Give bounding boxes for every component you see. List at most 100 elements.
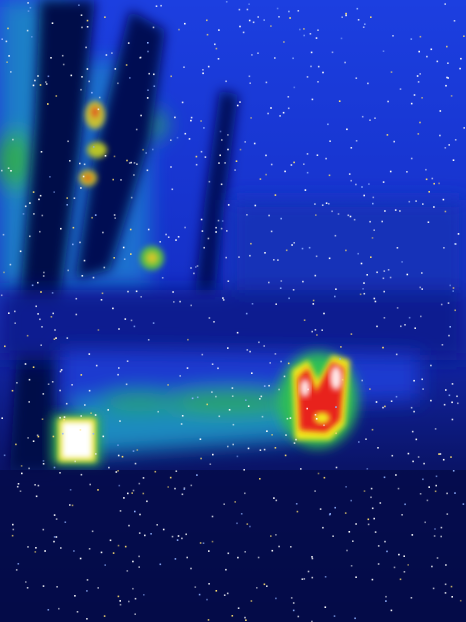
noise-speckle [311, 556, 313, 558]
noise-speckle [79, 241, 81, 244]
noise-speckle [417, 81, 420, 83]
noise-speckle [376, 325, 378, 328]
noise-speckle [72, 226, 75, 229]
noise-speckle [261, 415, 264, 418]
noise-speckle [293, 86, 296, 89]
noise-speckle [47, 103, 49, 105]
noise-speckle [42, 585, 45, 587]
noise-speckle [226, 592, 229, 595]
noise-speckle [306, 76, 309, 78]
noise-speckle [303, 578, 306, 580]
noise-speckle [104, 564, 106, 566]
noise-speckle [66, 337, 69, 339]
noise-speckle [176, 136, 179, 139]
noise-speckle [371, 578, 374, 581]
noise-speckle [340, 37, 343, 40]
noise-speckle [315, 37, 318, 39]
noise-speckle [267, 112, 269, 115]
noise-speckle [128, 524, 130, 527]
noise-speckle [424, 521, 426, 524]
noise-speckle [83, 163, 86, 166]
noise-speckle [52, 435, 55, 438]
noise-speckle [268, 384, 270, 387]
noise-speckle [311, 557, 314, 560]
noise-speckle [124, 545, 127, 548]
noise-speckle [28, 467, 30, 470]
noise-speckle [209, 463, 212, 465]
noise-speckle [123, 258, 126, 260]
noise-speckle [181, 415, 184, 417]
noise-speckle [195, 266, 197, 268]
noise-speckle [117, 454, 120, 457]
noise-speckle [208, 317, 211, 319]
noise-speckle [334, 506, 336, 509]
noise-speckle [195, 155, 198, 158]
noise-speckle [403, 571, 406, 573]
noise-speckle [107, 409, 109, 411]
noise-speckle [119, 600, 121, 602]
noise-speckle [419, 286, 421, 289]
noise-speckle [66, 197, 68, 199]
noise-speckle [270, 163, 273, 166]
noise-speckle [183, 66, 185, 68]
noise-speckle [6, 61, 8, 63]
noise-speckle [443, 403, 446, 406]
noise-speckle [53, 191, 55, 193]
noise-speckle [338, 100, 341, 102]
noise-speckle [45, 81, 47, 83]
noise-speckle [271, 549, 274, 552]
noise-speckle [181, 537, 183, 540]
noise-speckle [123, 497, 125, 499]
noise-speckle [219, 130, 222, 133]
noise-speckle [337, 213, 340, 215]
noise-speckle [126, 570, 129, 572]
noise-speckle [175, 239, 177, 241]
noise-speckle [200, 457, 202, 460]
noise-speckle [410, 157, 413, 160]
noise-speckle [328, 257, 331, 260]
noise-speckle [88, 353, 91, 355]
noise-speckle [413, 379, 415, 382]
noise-speckle [117, 373, 119, 376]
noise-speckle [410, 102, 413, 105]
noise-speckle [418, 50, 420, 53]
noise-speckle [266, 585, 268, 587]
noise-speckle [15, 569, 18, 571]
noise-speckle [53, 338, 56, 340]
noise-speckle [440, 303, 443, 306]
noise-speckle [147, 50, 149, 53]
noise-speckle [451, 383, 454, 385]
noise-speckle [152, 322, 155, 324]
noise-speckle [215, 226, 217, 229]
noise-speckle [218, 162, 220, 164]
noise-speckle [91, 216, 93, 219]
noise-speckle [133, 325, 136, 328]
noise-speckle [132, 587, 134, 590]
noise-speckle [295, 438, 297, 441]
noise-speckle [406, 273, 409, 276]
noise-speckle [136, 163, 138, 165]
noise-speckle [27, 546, 29, 548]
noise-speckle [425, 168, 427, 171]
noise-speckle [131, 492, 133, 494]
noise-speckle [340, 346, 342, 348]
noise-speckle [124, 318, 127, 320]
noise-speckle [346, 549, 348, 552]
noise-speckle [314, 490, 316, 492]
noise-speckle [27, 2, 29, 4]
noise-speckle [430, 364, 432, 367]
noise-speckle [146, 500, 148, 503]
noise-speckle [439, 134, 441, 137]
noise-speckle [413, 94, 416, 96]
noise-speckle [147, 42, 149, 44]
noise-speckle [34, 79, 36, 82]
noise-speckle [276, 7, 279, 10]
noise-speckle [201, 230, 204, 232]
noise-speckle [217, 219, 220, 222]
noise-speckle [306, 153, 309, 155]
noise-speckle [26, 334, 29, 337]
noise-speckle [265, 81, 268, 84]
noise-speckle [37, 484, 40, 487]
noise-speckle [246, 8, 249, 11]
noise-speckle [7, 27, 9, 30]
